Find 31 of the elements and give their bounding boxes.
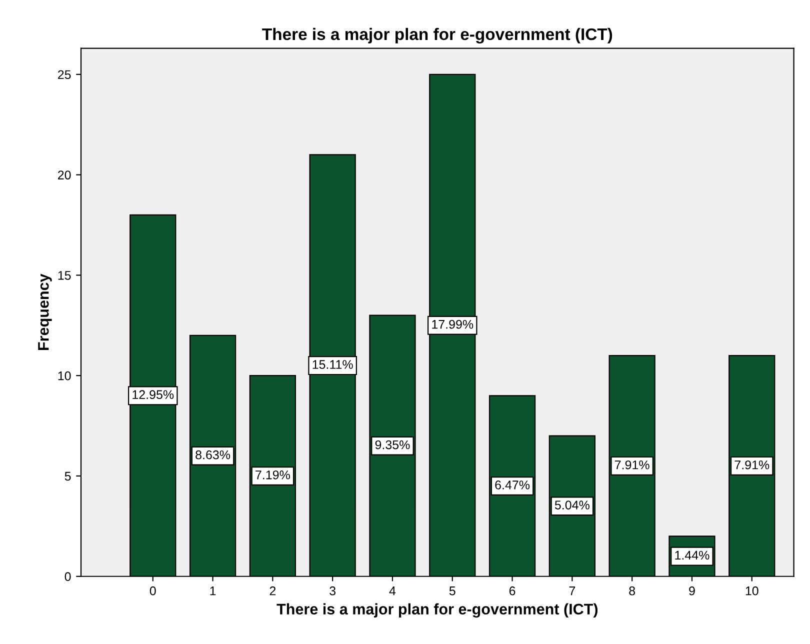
- x-tick-label: 6: [509, 586, 516, 596]
- y-tick-label: 5: [64, 472, 71, 481]
- x-tick-label: 8: [629, 586, 636, 596]
- annotation: 7.91%: [734, 460, 770, 470]
- x-tick-label: 9: [689, 586, 695, 596]
- y-tick-label: 10: [58, 371, 71, 380]
- y-tick-label: 25: [58, 70, 71, 80]
- x-tick-label: 2: [270, 586, 276, 596]
- annotation: 12.95%: [132, 390, 174, 400]
- annotation: 9.35%: [375, 440, 410, 450]
- annotation: 8.63%: [196, 450, 230, 460]
- y-axis-title: Frequency: [38, 274, 52, 350]
- annotation: 1.44%: [675, 550, 710, 560]
- x-tick-label: 10: [746, 586, 758, 596]
- x-tick-label: 4: [389, 586, 396, 596]
- x-tick-label: 3: [330, 586, 336, 596]
- x-tick-label: 0: [150, 586, 156, 596]
- x-tick-label: 7: [569, 586, 576, 596]
- annotation: 7.91%: [614, 460, 650, 470]
- annotation: 6.47%: [495, 480, 530, 490]
- annotation: 7.19%: [256, 470, 290, 480]
- y-tick-label: 0: [64, 572, 71, 582]
- annotation: 17.99%: [432, 320, 474, 329]
- annotation: 5.04%: [554, 500, 590, 510]
- x-tick-label: 1: [210, 586, 216, 596]
- annotation: 15.11%: [312, 360, 353, 369]
- y-tick-label: 20: [58, 170, 71, 180]
- x-axis-title: There is a major plan for e-government (ICT): [276, 603, 598, 618]
- x-tick-label: 5: [449, 586, 456, 596]
- y-tick-label: 15: [58, 271, 71, 280]
- chart-title: There is a major plan for e-government (ICT): [262, 28, 612, 44]
